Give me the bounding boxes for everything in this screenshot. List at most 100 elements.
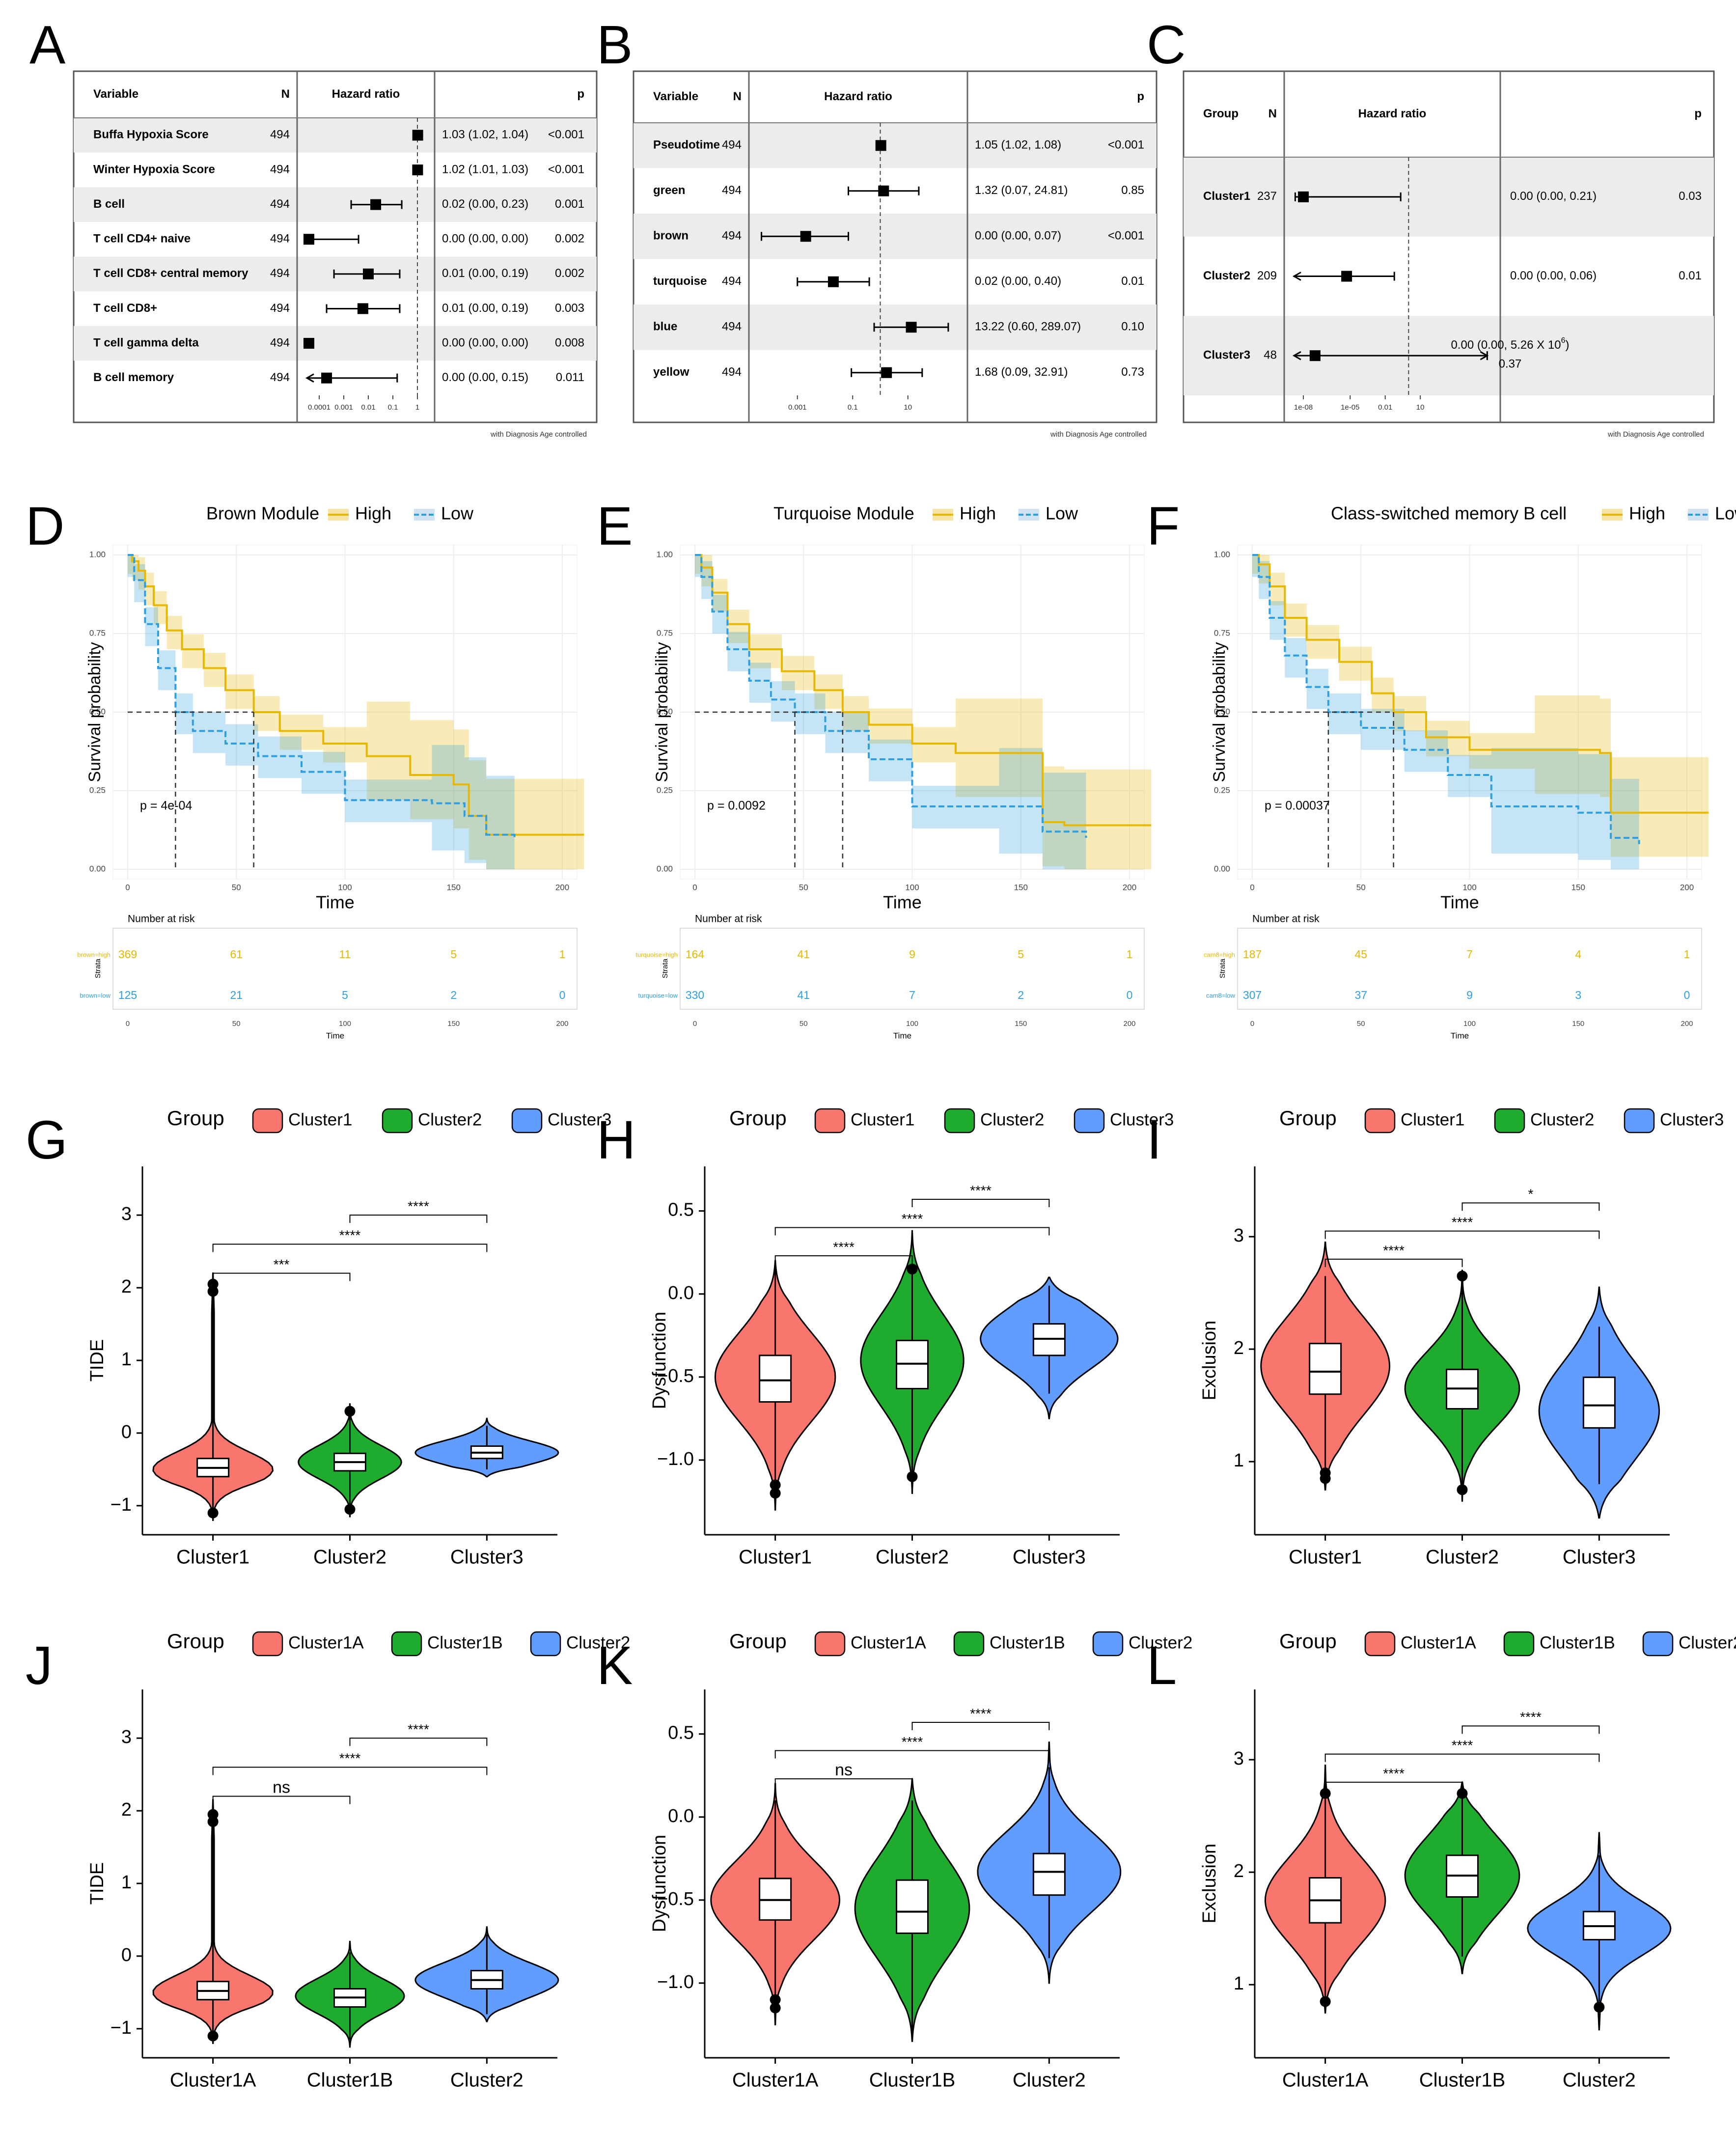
x-tick-label: Cluster2 bbox=[1563, 2070, 1636, 2091]
risk-count-high: 5 bbox=[450, 948, 457, 961]
survival-curve-high bbox=[695, 554, 1152, 827]
risk-table-title: Number at risk bbox=[128, 913, 195, 925]
row-label: green bbox=[653, 184, 685, 197]
significance-bracket bbox=[212, 1767, 488, 1775]
row-p: <0.001 bbox=[548, 128, 584, 141]
km-legend-title: Turquoise Module bbox=[773, 503, 914, 524]
significance-label: **** bbox=[1452, 1215, 1473, 1230]
legend-swatch-2 bbox=[1494, 1108, 1525, 1134]
legend-swatch-1 bbox=[814, 1108, 846, 1134]
y-tick-label: 0.75 bbox=[89, 628, 106, 637]
risk-count-high: 187 bbox=[1243, 948, 1262, 961]
risk-count-high: 5 bbox=[1018, 948, 1024, 961]
confidence-band-low bbox=[695, 555, 1086, 869]
legend-title: Group bbox=[1279, 1106, 1337, 1130]
outlier-point bbox=[1457, 1484, 1468, 1495]
y-axis-label: Dysfunction bbox=[649, 1835, 670, 1933]
x-tick-label: 200 bbox=[1123, 883, 1136, 892]
y-tick-label: 0.5 bbox=[668, 1723, 694, 1743]
row-ci-text: 0.00 (0.00, 0.15) bbox=[442, 371, 528, 384]
panel-letter-D: D bbox=[26, 496, 64, 556]
box-3 bbox=[1032, 1853, 1066, 1896]
risk-x-tick-label: 50 bbox=[232, 1020, 241, 1028]
row-p: 0.03 bbox=[1679, 190, 1702, 203]
risk-count-low: 330 bbox=[686, 989, 704, 1001]
x-tick-label: Cluster1 bbox=[1289, 1547, 1362, 1568]
y-axis-label: Survival probability bbox=[85, 642, 104, 782]
survival-curve-low bbox=[1252, 554, 1640, 844]
panel-letter-H: H bbox=[597, 1110, 635, 1170]
box-1 bbox=[1309, 1343, 1342, 1395]
legend-label: Cluster2 bbox=[418, 1110, 482, 1129]
y-axis-label: Survival probability bbox=[1210, 642, 1229, 782]
legend-label-low: Low bbox=[1046, 503, 1078, 524]
row-n: 494 bbox=[270, 267, 290, 280]
significance-label: **** bbox=[1383, 1766, 1405, 1781]
y-tick-label: 0.50 bbox=[657, 707, 673, 716]
risk-count-high: 4 bbox=[1575, 948, 1581, 961]
row-n: 494 bbox=[722, 138, 742, 152]
row-ci-text: 0.00 (0.00, 0.00) bbox=[442, 232, 528, 246]
risk-label-high: cam8=high bbox=[1204, 951, 1235, 958]
header-hazard-ratio: Hazard ratio bbox=[332, 87, 400, 101]
row-n: 494 bbox=[270, 128, 290, 141]
panel-letter-J: J bbox=[26, 1635, 53, 1696]
y-tick-label: 1 bbox=[1234, 1973, 1244, 1994]
legend-swatch-3 bbox=[1642, 1631, 1674, 1657]
risk-x-tick-label: 200 bbox=[556, 1020, 568, 1028]
significance-label: **** bbox=[902, 1734, 923, 1749]
panel-letter-I: I bbox=[1147, 1110, 1162, 1170]
risk-x-tick-label: 150 bbox=[1015, 1020, 1027, 1028]
footnote: with Diagnosis Age controlled bbox=[1607, 430, 1704, 439]
x-tick-label: Cluster3 bbox=[1013, 1547, 1086, 1568]
violin-plot-G: Group Cluster1 Cluster2 Cluster3 −1 0 1 2 3 TIDE C… bbox=[87, 1106, 611, 1568]
row-ci-text: 0.00 (0.00, 5.26 X 106) bbox=[1451, 336, 1569, 352]
x-tick-label: 50 bbox=[1356, 883, 1366, 892]
x-tick-label: Cluster1A bbox=[1282, 2070, 1369, 2091]
row-p: 0.85 bbox=[1121, 184, 1144, 197]
significance-label: **** bbox=[339, 1228, 361, 1243]
row-n: 494 bbox=[270, 232, 290, 246]
row-p: 0.002 bbox=[555, 267, 584, 280]
y-tick-label: 3 bbox=[121, 1727, 132, 1747]
x-tick-label: Cluster2 bbox=[450, 2070, 524, 2091]
y-tick-label: 0.50 bbox=[1214, 707, 1230, 716]
significance-bracket bbox=[349, 1738, 488, 1746]
y-tick-label: −1.0 bbox=[657, 1972, 694, 1992]
risk-table-title: Number at risk bbox=[695, 913, 762, 925]
x-tick-label: Cluster3 bbox=[1563, 1547, 1636, 1568]
row-label: turquoise bbox=[653, 275, 707, 288]
risk-x-tick-label: 150 bbox=[447, 1020, 460, 1028]
row-p: 0.01 bbox=[1679, 269, 1702, 282]
y-tick-label: 0.0 bbox=[668, 1806, 694, 1826]
risk-count-low: 0 bbox=[1127, 989, 1133, 1001]
row-label: Buffa Hypoxia Score bbox=[93, 128, 209, 141]
header-hazard-ratio: Hazard ratio bbox=[824, 90, 892, 103]
header-variable: Variable bbox=[93, 87, 138, 101]
row-label: T cell gamma delta bbox=[93, 336, 199, 349]
y-tick-label: 0.75 bbox=[657, 628, 673, 637]
legend-swatch-1 bbox=[814, 1631, 846, 1657]
x-tick-label: 100 bbox=[905, 883, 919, 892]
y-tick-label: 0.00 bbox=[89, 864, 106, 873]
row-label: B cell memory bbox=[93, 371, 174, 384]
outlier-point bbox=[1320, 1467, 1331, 1479]
significance-label: **** bbox=[970, 1706, 992, 1721]
risk-count-low: 2 bbox=[450, 989, 457, 1001]
forest-plot-A: Variable N Hazard ratio p Buffa Hypoxia Scor… bbox=[73, 70, 598, 439]
risk-x-tick-label: 50 bbox=[1357, 1020, 1365, 1028]
outlier-point bbox=[770, 1488, 781, 1499]
row-n: 494 bbox=[722, 275, 742, 288]
hazard-ratio-point bbox=[412, 130, 423, 141]
row-ci-text: 1.03 (1.02, 1.04) bbox=[442, 128, 528, 141]
outlier-point bbox=[207, 1507, 219, 1519]
x-tick-label: 200 bbox=[1680, 883, 1694, 892]
row-p: 0.008 bbox=[555, 336, 584, 349]
row-ci-text: 1.02 (1.01, 1.03) bbox=[442, 163, 528, 176]
y-tick-label: 1.00 bbox=[1214, 550, 1230, 559]
hazard-ratio-point bbox=[303, 338, 314, 349]
box-2 bbox=[896, 1879, 929, 1934]
legend-label: Cluster1 bbox=[288, 1110, 352, 1129]
